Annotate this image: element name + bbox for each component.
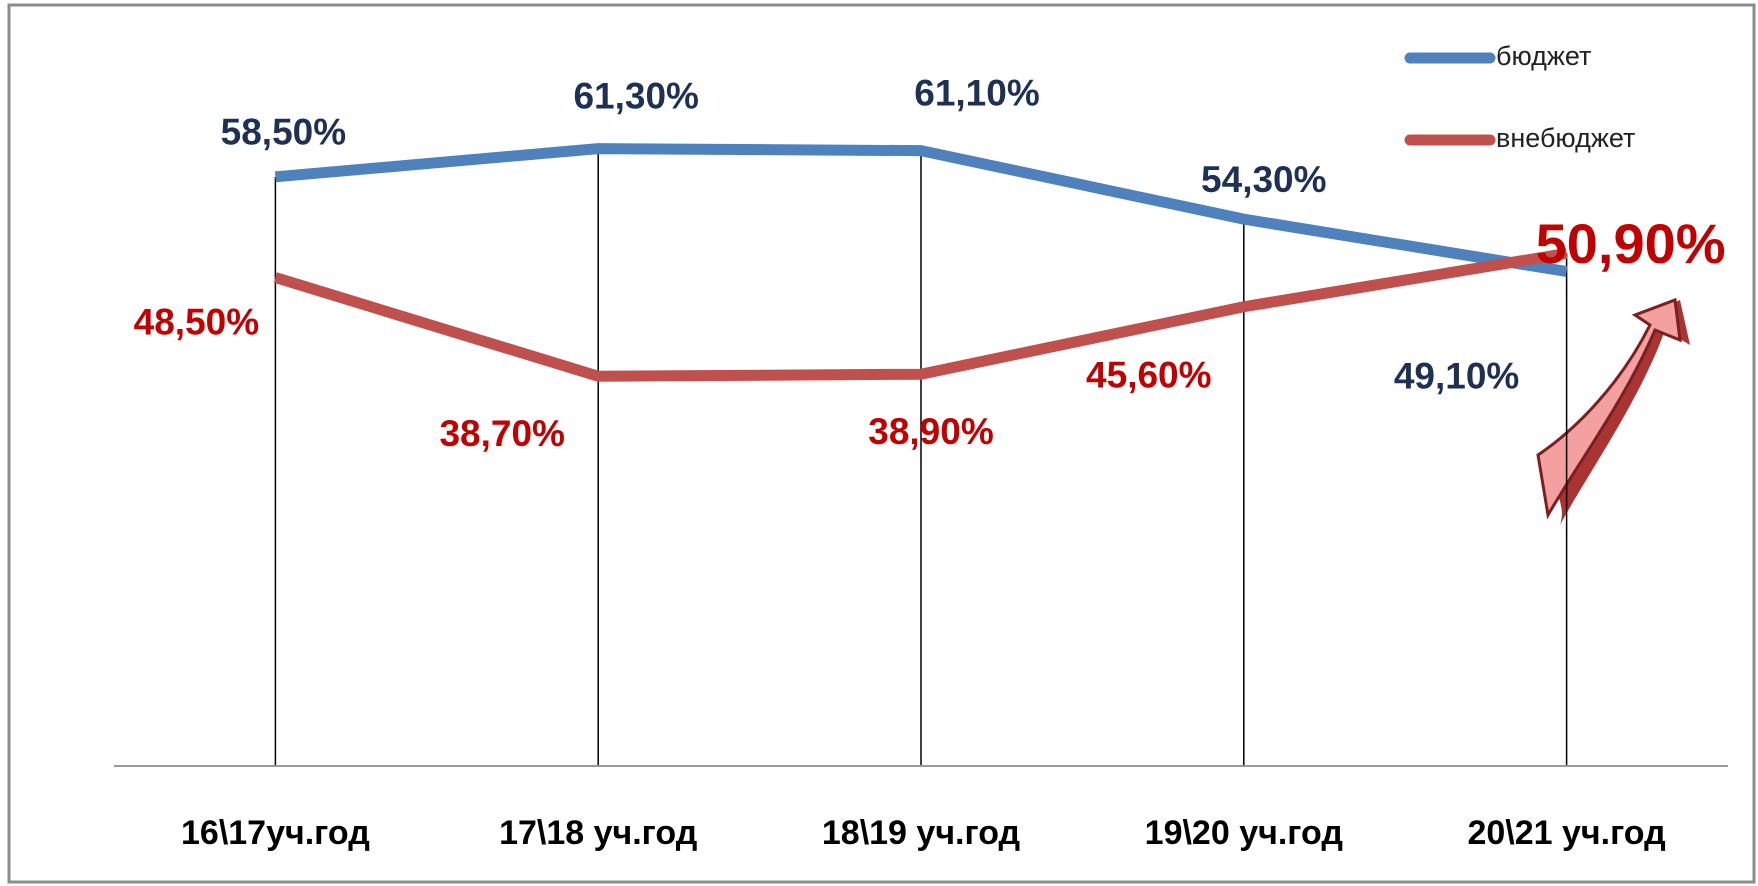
data-label: 49,10% xyxy=(1394,355,1520,396)
data-label: 38,70% xyxy=(439,413,565,454)
arrow-icon xyxy=(1536,297,1690,525)
series-line xyxy=(273,247,1568,382)
series-line xyxy=(274,143,1568,277)
data-label: 45,60% xyxy=(1086,355,1212,396)
data-label: 58,50% xyxy=(221,112,347,153)
data-label: 54,30% xyxy=(1201,159,1327,200)
legend-label: бюджет xyxy=(1496,41,1591,71)
data-label: 61,10% xyxy=(914,72,1040,113)
x-tick-label: 20\21 уч.год xyxy=(1467,814,1665,852)
legend-label: внебюджет xyxy=(1496,123,1635,153)
data-label: 48,50% xyxy=(134,301,260,342)
x-tick-label: 17\18 уч.год xyxy=(499,814,697,852)
data-label: 38,90% xyxy=(868,411,994,452)
x-tick-label: 18\19 уч.год xyxy=(822,814,1020,852)
x-tick-label: 19\20 уч.год xyxy=(1145,814,1343,852)
data-label: 61,30% xyxy=(573,75,699,116)
x-tick-label: 16\17уч.год xyxy=(181,814,370,852)
data-label: 50,90% xyxy=(1536,212,1726,275)
